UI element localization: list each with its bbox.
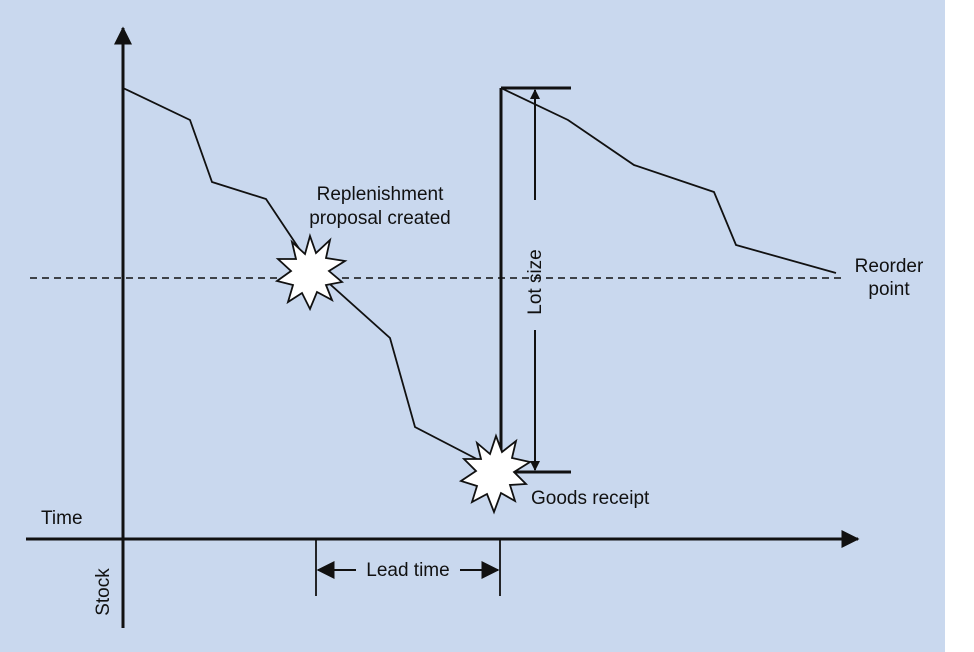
replenishment-label-line2: proposal created (309, 208, 451, 229)
reorder-point-label-line2: point (868, 279, 910, 300)
replenishment-label-line1: Replenishment (317, 184, 444, 205)
stock-level-line (122, 87, 499, 471)
time-axis-label: Time (41, 508, 83, 529)
goods-receipt-burst (458, 433, 533, 515)
stock-axis-label: Stock (93, 568, 114, 616)
stock-level-line-after-receipt (500, 87, 837, 274)
diagram-background (0, 0, 945, 652)
goods-receipt-label: Goods receipt (531, 488, 650, 509)
lead-time-label: Lead time (366, 560, 449, 581)
lot-size-label: Lot size (525, 249, 546, 314)
reorder-point-label-line1: Reorder (855, 256, 924, 277)
replenishment-burst (274, 233, 348, 312)
